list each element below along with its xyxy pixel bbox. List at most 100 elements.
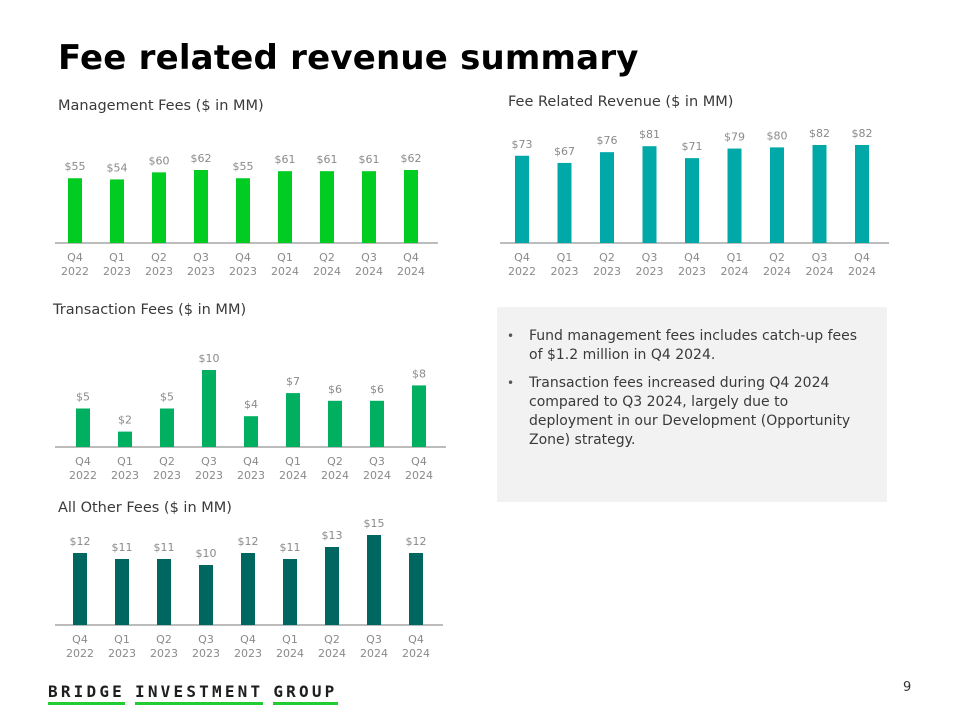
bar-q4-2022	[76, 408, 90, 447]
x-tick-year: 2023	[150, 647, 178, 660]
data-label: $11	[112, 541, 133, 554]
bar-q2-2023	[157, 559, 171, 625]
x-tick-year: 2024	[321, 469, 349, 482]
x-tick-quarter: Q2	[599, 251, 615, 264]
x-tick-quarter: Q3	[369, 455, 385, 468]
x-tick-quarter: Q1	[727, 251, 743, 264]
x-tick-quarter: Q3	[193, 251, 209, 264]
commentary-bullet: • Transaction fees increased during Q4 2…	[507, 374, 867, 450]
x-tick-year: 2022	[69, 469, 97, 482]
bar-q4-2023	[244, 416, 258, 447]
bullet-icon: •	[507, 376, 515, 390]
bar-q3-2024	[812, 145, 827, 243]
x-tick-quarter: Q4	[403, 251, 419, 264]
x-tick-year: 2023	[111, 469, 139, 482]
data-label: $62	[401, 152, 422, 165]
data-label: $61	[359, 153, 380, 166]
bar-q4-2024	[855, 145, 869, 243]
data-label: $76	[597, 134, 618, 147]
x-tick-quarter: Q4	[240, 633, 256, 646]
bar-q1-2024	[283, 559, 297, 625]
bar-q3-2023	[202, 370, 216, 447]
data-label: $12	[406, 535, 427, 548]
x-tick-quarter: Q4	[75, 455, 91, 468]
x-tick-quarter: Q3	[361, 251, 377, 264]
bar-q4-2023	[685, 158, 699, 243]
data-label: $13	[322, 529, 343, 542]
data-label: $67	[554, 145, 575, 158]
x-tick-quarter: Q2	[156, 633, 172, 646]
x-tick-quarter: Q1	[109, 251, 125, 264]
x-tick-quarter: Q2	[324, 633, 340, 646]
bar-q3-2024	[362, 171, 376, 243]
bar-q4-2024	[404, 170, 418, 243]
x-tick-year: 2024	[397, 265, 425, 278]
x-tick-year: 2022	[508, 265, 536, 278]
data-label: $12	[238, 535, 259, 548]
x-tick-quarter: Q1	[282, 633, 298, 646]
x-tick-year: 2024	[721, 265, 749, 278]
data-label: $82	[809, 127, 830, 140]
page-number: 9	[903, 680, 912, 695]
x-tick-year: 2024	[276, 647, 304, 660]
x-tick-year: 2024	[402, 647, 430, 660]
x-tick-year: 2024	[763, 265, 791, 278]
data-label: $12	[70, 535, 91, 548]
bar-q1-2023	[557, 162, 572, 243]
x-tick-year: 2023	[108, 647, 136, 660]
data-label: $5	[76, 391, 90, 404]
management-fees-chart-title: Management Fees ($ in MM)	[58, 98, 264, 114]
data-label: $55	[65, 160, 86, 173]
data-label: $4	[244, 398, 258, 411]
x-tick-quarter: Q4	[67, 251, 83, 264]
x-tick-year: 2023	[636, 265, 664, 278]
company-logo: BRIDGE INVESTMENT GROUP	[48, 683, 338, 705]
logo-word: BRIDGE	[48, 683, 125, 705]
bar-q2-2024	[325, 547, 339, 625]
x-tick-year: 2023	[234, 647, 262, 660]
x-tick-quarter: Q1	[117, 455, 133, 468]
management-fees-chart: $55Q42022$54Q12023$60Q22023$62Q32023$55Q…	[55, 152, 438, 278]
bar-q1-2023	[118, 431, 132, 447]
bar-q1-2023	[110, 179, 124, 243]
bar-q4-2022	[73, 553, 87, 625]
x-tick-quarter: Q2	[319, 251, 335, 264]
x-tick-year: 2024	[405, 469, 433, 482]
x-tick-year: 2023	[195, 469, 223, 482]
bar-q2-2024	[328, 400, 342, 447]
data-label: $71	[682, 140, 703, 153]
bar-q1-2023	[115, 559, 129, 625]
bar-q3-2023	[194, 170, 208, 243]
x-tick-year: 2024	[848, 265, 876, 278]
data-label: $2	[118, 414, 132, 427]
transaction-fees-chart: $5Q42022$2Q12023$5Q22023$10Q32023$4Q4202…	[55, 352, 446, 482]
page-title: Fee related revenue summary	[58, 38, 639, 78]
x-tick-year: 2023	[103, 265, 131, 278]
x-tick-quarter: Q4	[72, 633, 88, 646]
data-label: $80	[767, 129, 788, 142]
bar-q4-2023	[236, 178, 250, 243]
x-tick-year: 2024	[360, 647, 388, 660]
data-label: $62	[191, 152, 212, 165]
x-tick-year: 2024	[271, 265, 299, 278]
bar-q4-2022	[515, 155, 529, 243]
bar-q2-2024	[320, 171, 334, 243]
commentary-list: • Fund management fees includes catch-up…	[497, 307, 887, 450]
x-tick-quarter: Q3	[201, 455, 217, 468]
transaction-fees-chart-title: Transaction Fees ($ in MM)	[53, 302, 247, 318]
x-tick-quarter: Q3	[812, 251, 828, 264]
bar-q1-2024	[727, 148, 742, 243]
data-label: $61	[275, 153, 296, 166]
bar-q4-2024	[412, 385, 426, 447]
data-label: $5	[160, 391, 174, 404]
bar-q4-2023	[241, 553, 255, 625]
x-tick-year: 2023	[145, 265, 173, 278]
bar-q4-2024	[409, 553, 423, 625]
x-tick-year: 2023	[237, 469, 265, 482]
x-tick-quarter: Q4	[243, 455, 259, 468]
logo-word: INVESTMENT	[135, 683, 264, 705]
x-tick-quarter: Q1	[557, 251, 573, 264]
data-label: $10	[199, 352, 220, 365]
x-tick-quarter: Q1	[277, 251, 293, 264]
logo-word: GROUP	[273, 683, 338, 705]
